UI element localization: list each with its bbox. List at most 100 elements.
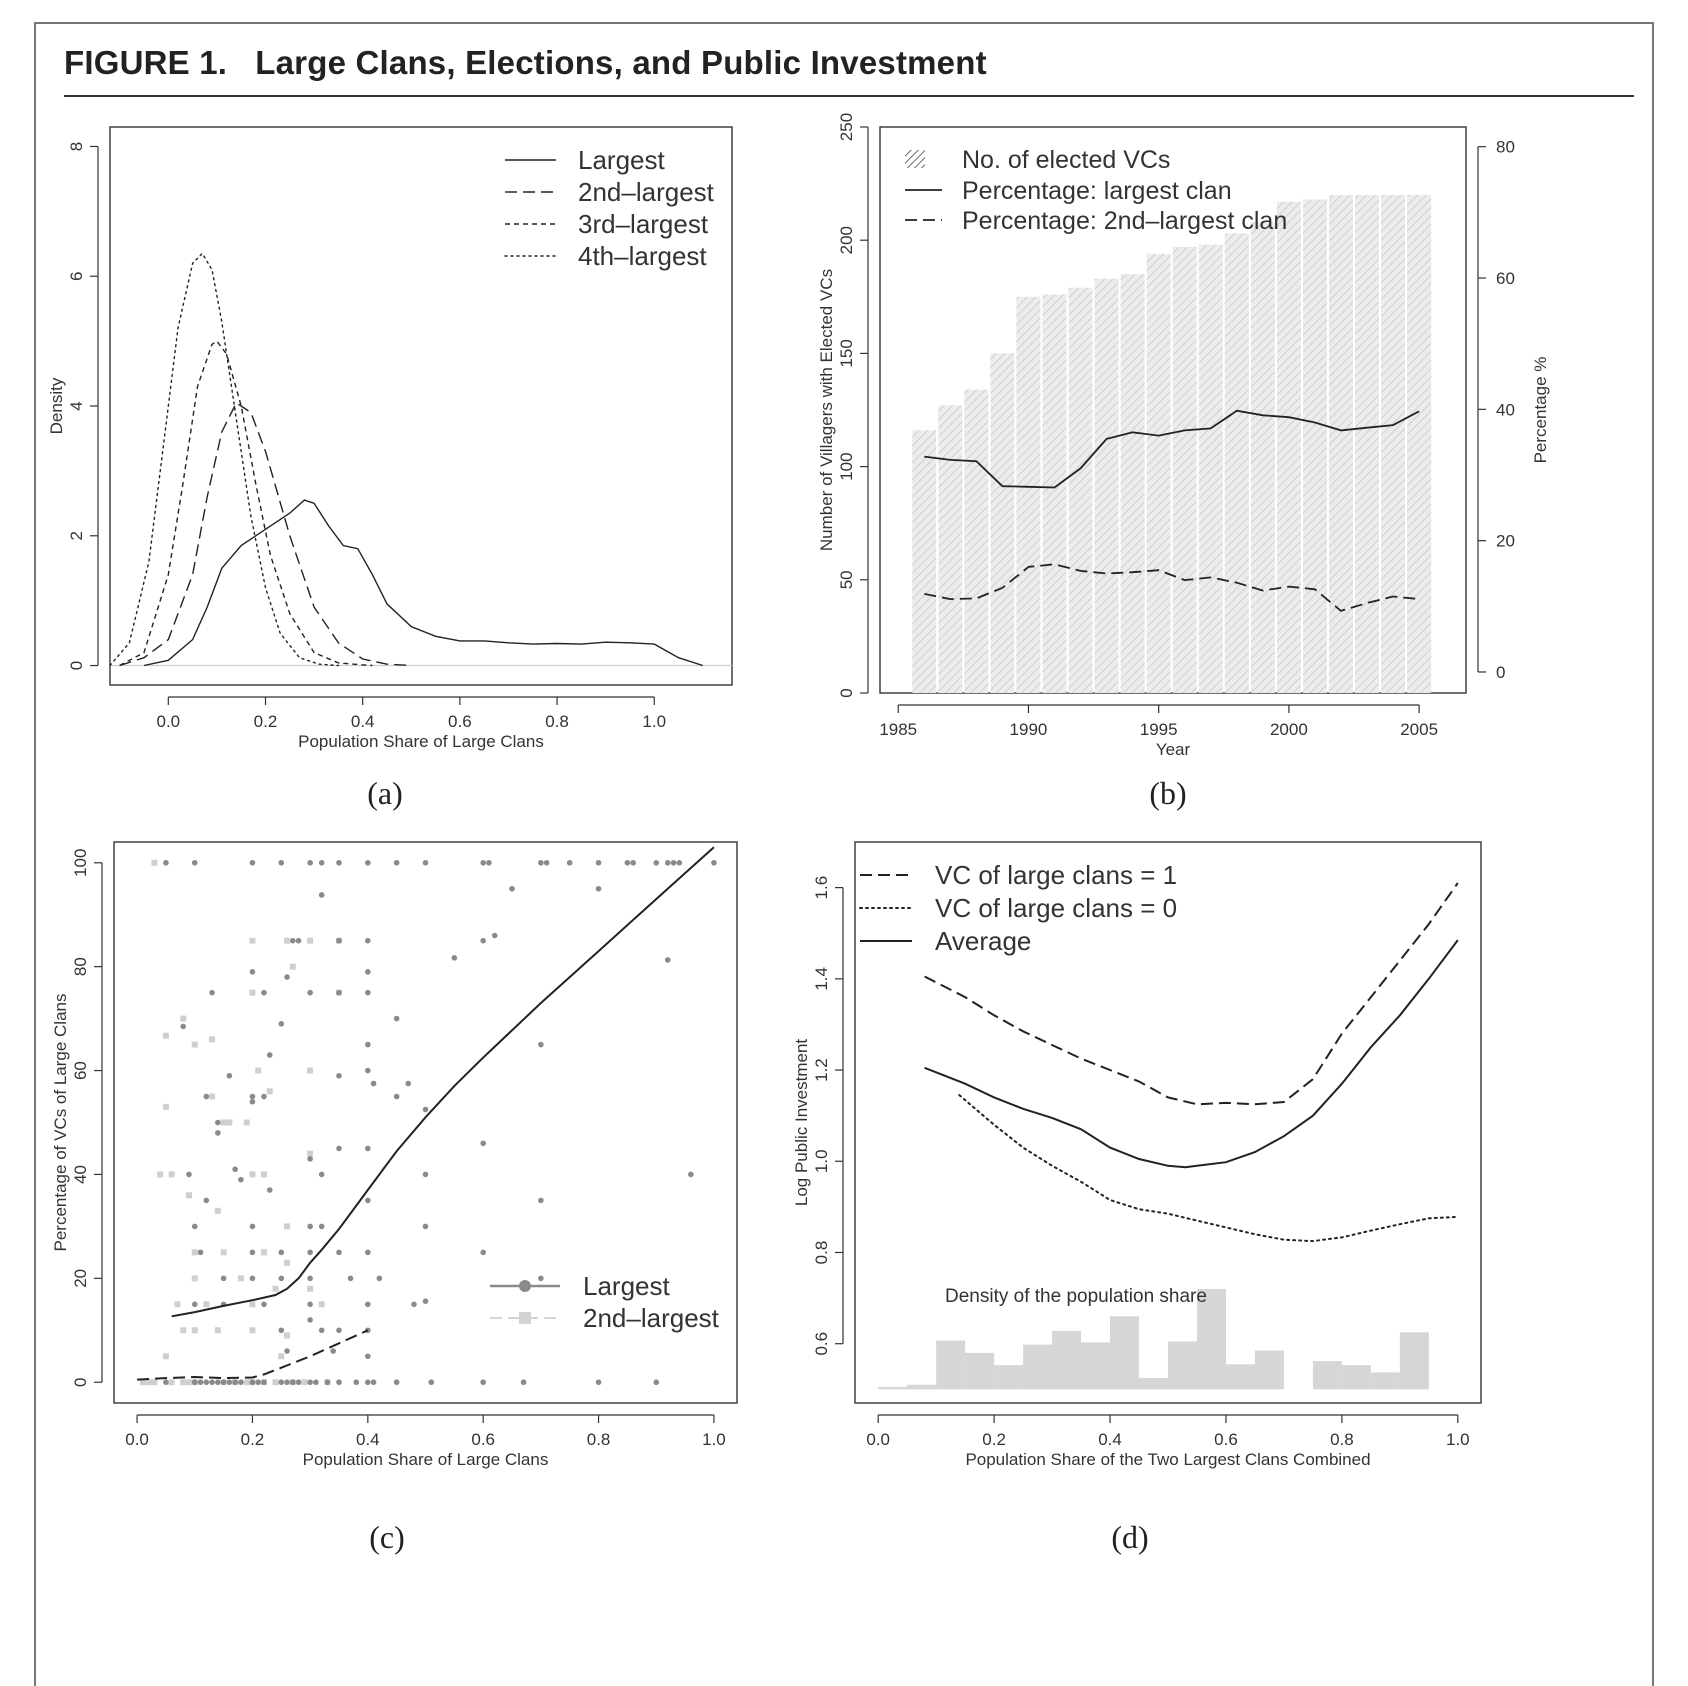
bar [1328,194,1354,694]
point-largest [393,1093,400,1100]
panel-caption: (d) [1111,1519,1148,1555]
x-axis: 0.0 0.2 0.4 0.6 0.8 1.0 Population Share of th… [866,1414,1470,1469]
point-largest [538,1041,544,1048]
point-largest [261,1301,267,1308]
point-largest [278,1379,285,1386]
point-largest [278,859,285,866]
legend-label: Largest [583,1271,670,1301]
point-2nd-largest [191,1041,198,1048]
point-largest [324,1379,331,1386]
panel-d: 0.0 0.2 0.4 0.6 0.8 1.0 Population Share of th… [792,841,1482,1555]
right-tick-label: 40 [1496,400,1515,419]
histogram-bar [1399,1332,1429,1390]
bar [1068,287,1093,693]
point-largest [664,957,671,963]
legend-label: VC of large clans = 1 [935,860,1177,890]
point-largest [365,1249,371,1256]
point-2nd-largest [260,1171,267,1178]
point-largest [209,989,215,996]
point-2nd-largest [151,1379,158,1386]
point-2nd-largest [151,859,158,866]
point-largest [422,859,429,866]
point-largest [203,1197,210,1204]
point-largest [163,1379,169,1386]
point-largest [186,1171,192,1178]
x-tick-label: 0.6 [1214,1430,1238,1449]
point-largest [376,1275,383,1282]
x-tick-label: 2005 [1400,720,1438,739]
point-largest [365,1197,371,1204]
point-2nd-largest [162,1032,169,1039]
y-tick-label: 40 [71,1165,90,1184]
point-largest [480,937,486,944]
y-axis-title: Percentage of VCs of Large Clans [51,994,70,1252]
bar [1146,253,1171,693]
bar [964,389,989,693]
right-tick-label: 0 [1496,663,1505,682]
point-largest [520,1379,527,1386]
point-2nd-largest [209,1093,216,1100]
point-2nd-largest [209,1036,216,1043]
investment-line [924,882,1459,1106]
title-rule [64,95,1634,97]
point-largest [318,1223,325,1230]
panel-b: 1985 1990 1995 2000 2005Year050100150200250N… [817,113,1550,811]
bar [1042,294,1067,693]
x-axis-title: Year [1156,740,1191,759]
point-largest [630,859,636,866]
point-largest [365,1041,371,1048]
histogram-bar [1370,1372,1400,1390]
point-largest [411,1301,417,1308]
point-largest [566,859,573,866]
y-tick-label: 250 [837,113,856,141]
legend-swatch [905,150,925,168]
point-largest [538,859,544,866]
point-2nd-largest [255,1067,262,1074]
point-2nd-largest [203,1301,210,1308]
y-axis-title: Log Public Investment [792,1039,811,1207]
figure-frame [34,22,1654,1686]
point-largest [278,1021,285,1027]
y-tick-label: 1.4 [812,967,831,991]
point-largest [249,1223,256,1230]
point-largest [191,1223,198,1230]
point-largest [191,1379,198,1386]
y-tick-label: 4 [67,401,86,410]
y-tick-label: 0 [71,1377,90,1386]
x-tick-label: 2000 [1270,720,1308,739]
point-largest [261,989,267,996]
percentage-line [924,409,1420,489]
point-2nd-largest [220,1249,227,1256]
point-largest [653,1379,660,1386]
point-largest [486,859,492,866]
legend-label: 2nd–largest [583,1303,720,1333]
point-largest [365,1379,371,1386]
x-tick-label: 1995 [1140,720,1178,739]
right-axis: 0 20 40 60 80 Percentage % [1477,138,1550,682]
point-2nd-largest [214,1327,221,1334]
histogram-bar [1168,1341,1197,1390]
legend-label: Percentage: 2nd–largest clan [962,207,1287,235]
point-largest [664,859,671,866]
point-largest [295,937,302,944]
point-largest [480,1249,486,1256]
point-largest [226,1072,233,1079]
y-axis-title: Density [47,377,66,434]
plot-frame [854,841,1482,1404]
bar [1198,244,1223,693]
point-largest [336,859,342,866]
y-tick-label: 20 [71,1269,90,1288]
point-largest [197,1379,204,1386]
point-largest [365,937,371,944]
x-tick-label: 0.0 [156,712,180,731]
x-axis-title: Population Share of Large Clans [303,1450,549,1469]
bar [1120,274,1145,693]
point-largest [480,859,486,866]
x-tick-label: 0.0 [866,1430,890,1449]
x-tick-label: 1.0 [1446,1430,1470,1449]
point-largest [163,859,169,866]
point-largest [428,1379,435,1386]
right-tick-label: 20 [1496,532,1515,551]
point-largest [336,989,342,996]
point-2nd-largest [180,1379,187,1386]
